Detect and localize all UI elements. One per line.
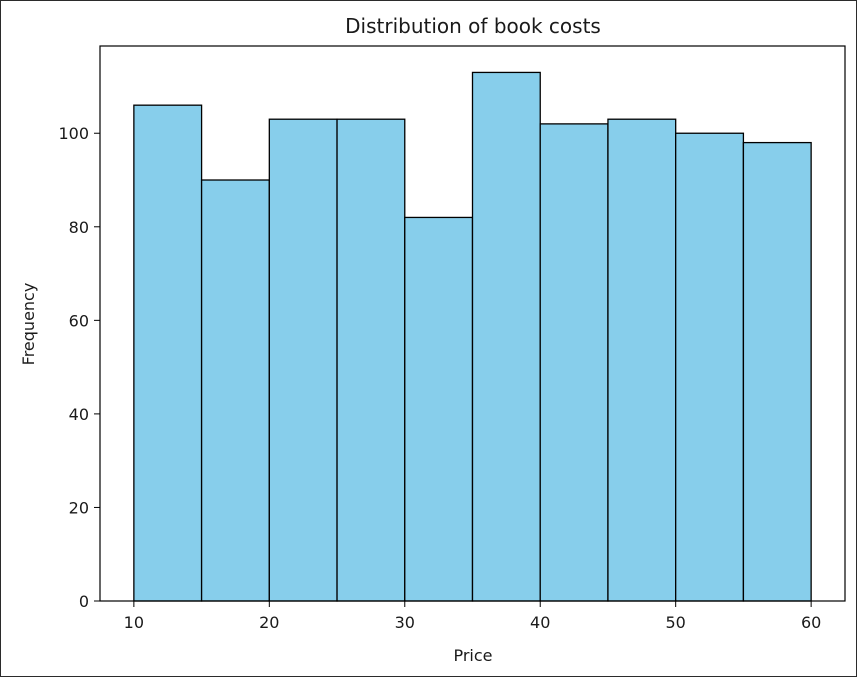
y-tick-label: 40	[69, 405, 89, 424]
y-tick-label: 0	[79, 592, 89, 611]
chart-title: Distribution of book costs	[345, 14, 601, 38]
histogram-bar	[404, 216, 474, 602]
histogram-bar	[471, 71, 541, 602]
histogram-bar	[675, 132, 745, 602]
y-tick-label: 100	[58, 124, 89, 143]
x-tick-label: 40	[530, 613, 550, 632]
x-tick-label: 10	[124, 613, 144, 632]
y-tick-label: 80	[69, 218, 89, 237]
histogram-bar	[539, 123, 609, 602]
x-tick-label: 20	[259, 613, 279, 632]
y-axis-label: Frequency	[19, 283, 38, 366]
x-tick-label: 50	[666, 613, 686, 632]
histogram-bar	[607, 118, 677, 602]
y-tick-label: 60	[69, 311, 89, 330]
x-tick-label: 60	[801, 613, 821, 632]
x-tick-label: 30	[395, 613, 415, 632]
y-axis-ticks: 0 20 40 60 80 100	[58, 124, 100, 611]
histogram-bar	[742, 141, 812, 602]
plot-area-frame	[99, 45, 846, 602]
histogram-bar	[268, 118, 338, 602]
y-tick-label: 20	[69, 498, 89, 517]
histogram-bar	[200, 179, 270, 602]
x-axis-label: Price	[453, 646, 492, 665]
histogram-bar	[336, 118, 406, 602]
bars-group	[133, 71, 812, 602]
histogram-bar	[133, 104, 203, 602]
x-axis-ticks: 10 20 30 40 50 60	[124, 601, 821, 632]
